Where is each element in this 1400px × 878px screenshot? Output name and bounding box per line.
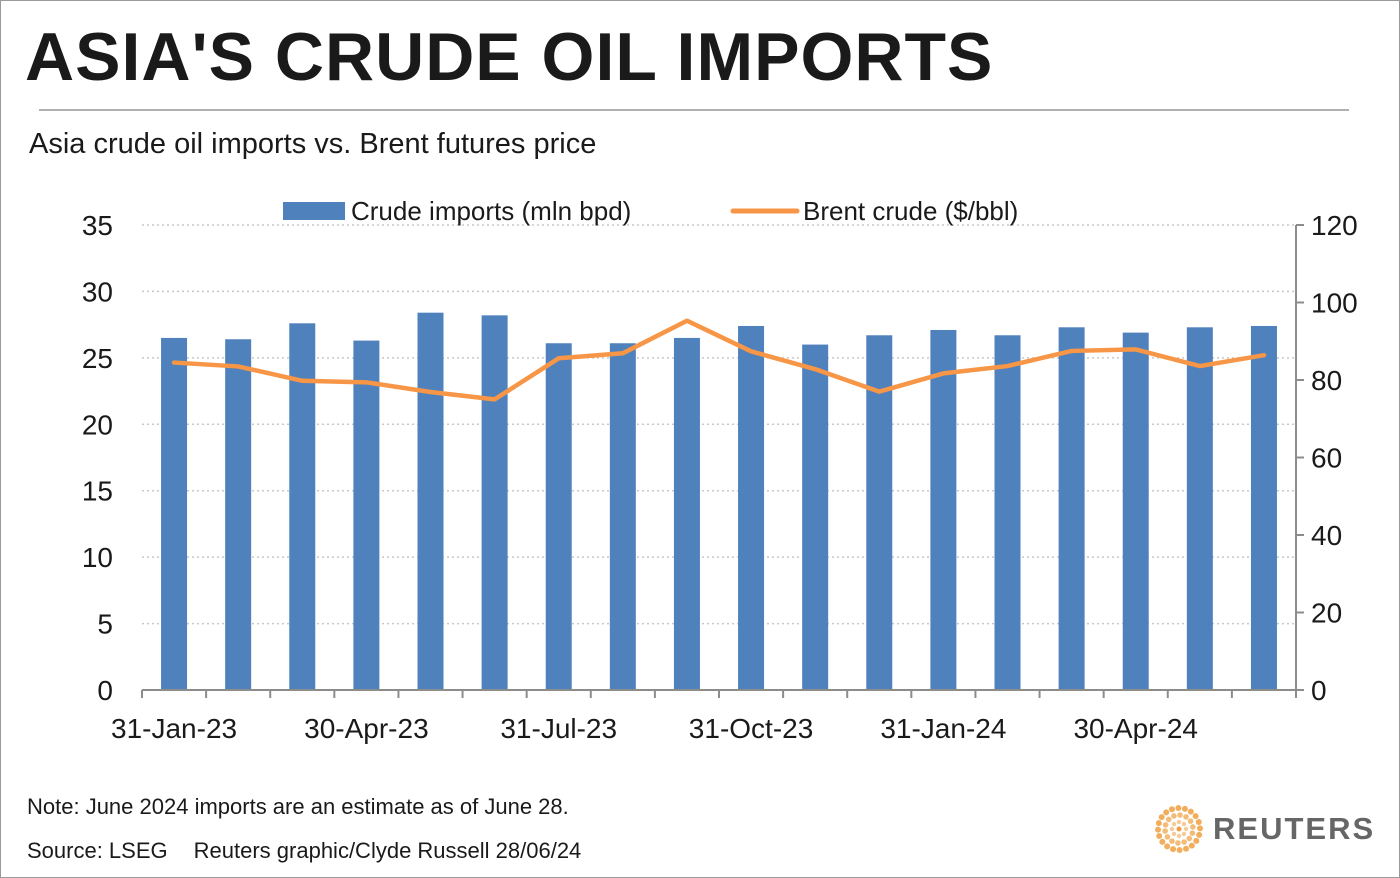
bar [1186, 327, 1213, 690]
left-tick-label: 30 [82, 276, 113, 307]
x-tick-label: 31-Jan-23 [111, 713, 237, 744]
combo-chart: 0 5 10 15 20 25 30 35 0 20 40 60 80 100 120 31-Jan-23 30… [82, 196, 1358, 744]
left-tick-label: 0 [97, 675, 113, 706]
bar [673, 337, 700, 690]
bar [1058, 327, 1085, 690]
bar [738, 325, 765, 690]
legend-swatch-bars [283, 202, 345, 220]
left-tick-label: 25 [82, 343, 113, 374]
bar [353, 340, 380, 690]
right-tick-label: 120 [1311, 210, 1358, 241]
left-tick-label: 5 [97, 609, 113, 640]
chart-subtitle: Asia crude oil imports vs. Brent futures… [29, 128, 597, 160]
left-tick-label: 35 [82, 210, 113, 241]
bar [866, 335, 893, 690]
right-tick-label: 60 [1311, 443, 1342, 474]
right-tick-label: 0 [1311, 675, 1327, 706]
x-tick-label: 31-Jul-23 [500, 713, 617, 744]
bar [289, 323, 316, 690]
right-tick-label: 100 [1311, 288, 1358, 319]
legend-label-line: Brent crude ($/bbl) [803, 196, 1018, 226]
reuters-logo: REUTERS [1149, 799, 1379, 859]
x-tick-label: 30-Apr-24 [1073, 713, 1198, 744]
x-tick-label: 31-Jan-24 [880, 713, 1006, 744]
source-text: Source: LSEG [27, 838, 168, 863]
right-tick-label: 20 [1311, 598, 1342, 629]
chart-note: Note: June 2024 imports are an estimate … [27, 794, 569, 819]
bar [609, 343, 636, 690]
right-tick-label: 40 [1311, 520, 1342, 551]
credit-text: Reuters graphic/Clyde Russell 28/06/24 [193, 838, 582, 863]
source-line: Source: LSEG Reuters graphic/Clyde Russel… [27, 837, 581, 865]
bar [225, 339, 252, 690]
bar [161, 337, 188, 690]
bar [1250, 325, 1277, 690]
left-tick-label: 10 [82, 542, 113, 573]
bar [417, 312, 444, 690]
x-tick-label: 30-Apr-23 [304, 713, 429, 744]
bar [930, 329, 957, 690]
bar [481, 315, 508, 690]
right-tick-label: 80 [1311, 365, 1342, 396]
legend-label-bars: Crude imports (mln bpd) [351, 196, 631, 226]
bar [545, 343, 572, 690]
bar [1122, 332, 1149, 690]
x-tick-label: 31-Oct-23 [689, 713, 814, 744]
left-tick-label: 15 [82, 476, 113, 507]
reuters-dots-icon [1155, 805, 1203, 853]
bar [802, 344, 829, 690]
bar [994, 335, 1021, 690]
chart-title: ASIA'S CRUDE OIL IMPORTS [25, 19, 994, 95]
left-tick-label: 20 [82, 409, 113, 440]
logo-wordmark: REUTERS [1213, 811, 1376, 846]
brent-line [171, 318, 1267, 402]
title-divider [39, 109, 1349, 111]
